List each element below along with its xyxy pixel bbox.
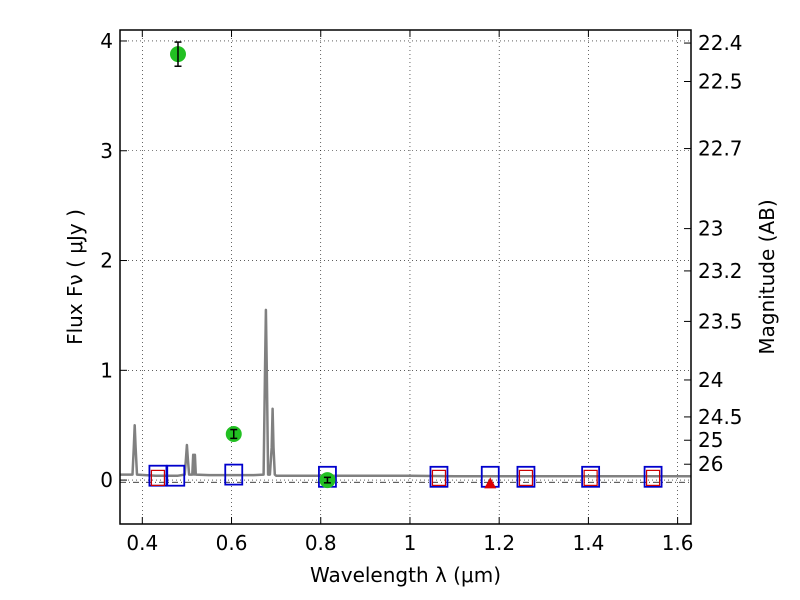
series-layer xyxy=(120,41,691,489)
magnitude-tick-label: 24 xyxy=(698,368,723,392)
model-photometry-nir-marker xyxy=(431,469,447,486)
y-tick-label: 0 xyxy=(100,468,113,492)
model-photometry-nir-marker xyxy=(583,469,598,486)
magnitude-tick-label: 24.5 xyxy=(698,405,743,429)
magnitude-tick-label: 22.7 xyxy=(698,137,743,161)
model-photometry-optical-marker xyxy=(516,465,536,488)
y-tick-label: 4 xyxy=(100,29,113,53)
y-tick-label: 3 xyxy=(100,139,113,163)
magnitude-tick-label: 26 xyxy=(698,452,723,476)
grid xyxy=(120,30,691,524)
model-photometry-optical-marker xyxy=(166,464,186,487)
x-tick-label: 1.6 xyxy=(662,531,694,555)
x-tick-label: 1.4 xyxy=(572,531,604,555)
model-photometry-nir-marker xyxy=(150,469,166,486)
x-tick-label: 0.6 xyxy=(216,531,248,555)
model-photometry-optical-marker xyxy=(429,465,449,488)
x-tick-label: 0.4 xyxy=(126,531,158,555)
model-photometry-optical-marker xyxy=(643,465,663,488)
magnitude-axis-label: Magnitude (AB) xyxy=(755,199,779,354)
spectrum-line xyxy=(120,308,691,478)
magnitude-tick-label: 22.5 xyxy=(698,70,743,94)
magnitude-tick-label: 22.4 xyxy=(698,31,743,55)
x-tick-label: 1.2 xyxy=(483,531,515,555)
y-tick-label: 2 xyxy=(100,249,113,273)
x-axis-label: Wavelength λ (μm) xyxy=(310,563,501,587)
magnitude-tick-label: 25 xyxy=(698,428,723,452)
model-photometry-nir-marker xyxy=(518,469,534,486)
x-tick-label: 0.8 xyxy=(305,531,337,555)
model-photometry-nir-marker xyxy=(645,469,661,486)
model-photometry-optical-marker xyxy=(224,463,244,486)
model-photometry-optical-marker xyxy=(581,465,601,488)
y-axis-label: Flux Fν ( μJy ) xyxy=(63,209,87,345)
y-tick-label: 1 xyxy=(100,358,113,382)
x-tick-label: 1 xyxy=(404,531,417,555)
magnitude-tick-label: 23 xyxy=(698,217,723,241)
magnitude-tick-label: 23.5 xyxy=(698,309,743,333)
plot-frame xyxy=(119,29,692,525)
upper-limit-marker xyxy=(484,477,497,489)
magnitude-tick-label: 23.2 xyxy=(698,259,743,283)
